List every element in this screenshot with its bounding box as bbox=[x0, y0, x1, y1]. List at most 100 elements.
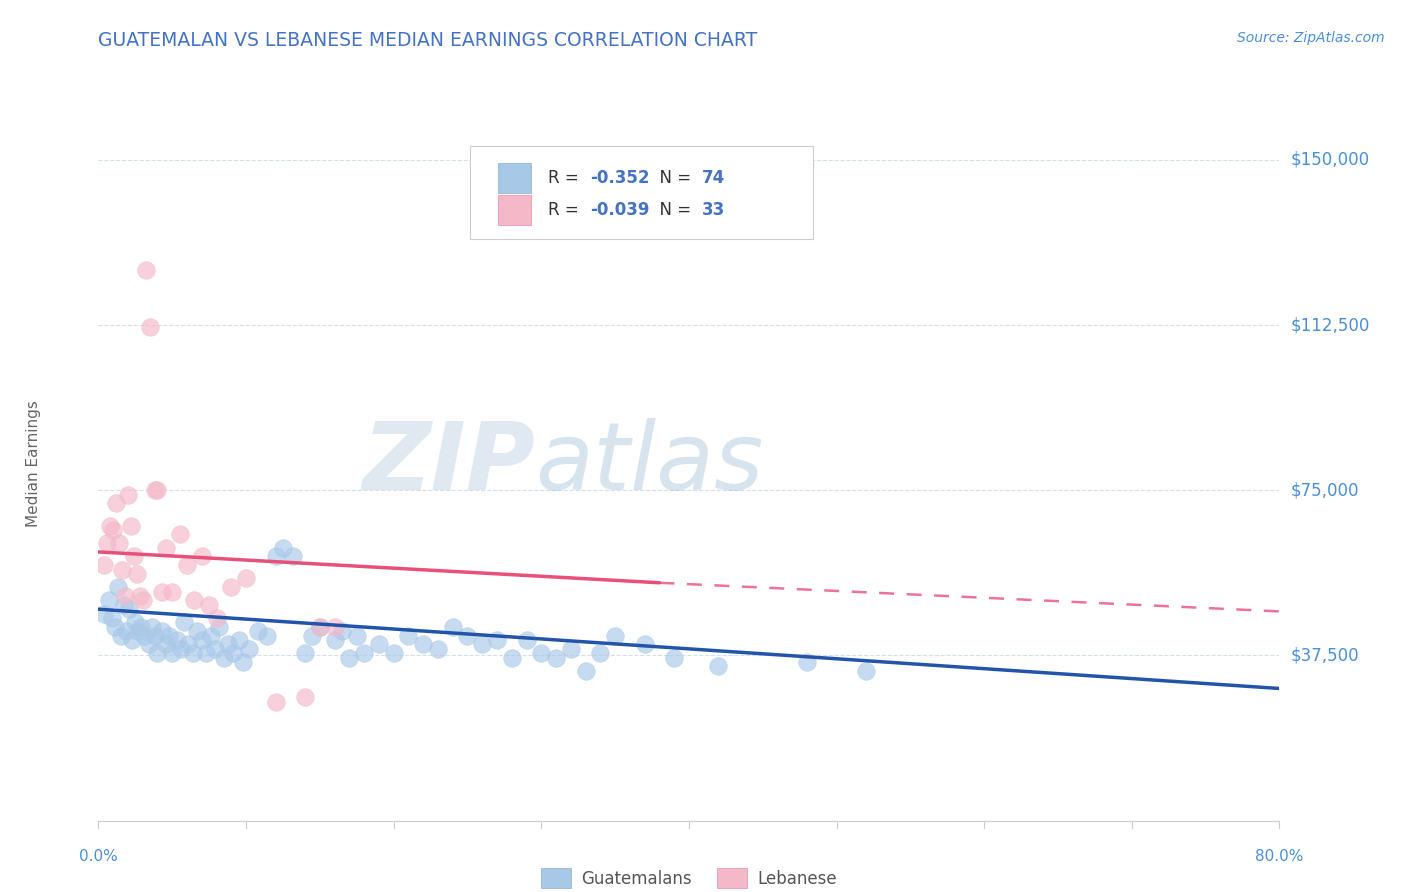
Point bbox=[122, 549, 145, 564]
Point bbox=[191, 549, 214, 564]
Point bbox=[515, 633, 537, 648]
Point bbox=[232, 655, 254, 669]
FancyBboxPatch shape bbox=[471, 146, 813, 239]
FancyBboxPatch shape bbox=[498, 194, 530, 225]
Text: $37,500: $37,500 bbox=[1291, 647, 1360, 665]
Point bbox=[128, 589, 150, 603]
Point bbox=[155, 637, 177, 651]
Legend: Guatemalans, Lebanese: Guatemalans, Lebanese bbox=[534, 862, 844, 892]
Text: ZIP: ZIP bbox=[363, 417, 536, 510]
Point bbox=[150, 624, 173, 639]
Point bbox=[294, 646, 316, 660]
Point bbox=[129, 620, 152, 634]
Point bbox=[368, 637, 391, 651]
Point bbox=[501, 650, 523, 665]
Text: 80.0%: 80.0% bbox=[1256, 849, 1303, 864]
Point bbox=[170, 641, 193, 656]
Text: 0.0%: 0.0% bbox=[79, 849, 118, 864]
Point bbox=[294, 690, 316, 705]
Point bbox=[112, 598, 135, 612]
Point bbox=[486, 633, 509, 648]
Point bbox=[98, 518, 121, 533]
Point bbox=[135, 263, 157, 277]
Point bbox=[108, 536, 131, 550]
Point bbox=[120, 518, 142, 533]
Point bbox=[301, 629, 323, 643]
Point bbox=[544, 650, 567, 665]
Point bbox=[166, 633, 188, 648]
Point bbox=[93, 607, 115, 621]
Point bbox=[117, 488, 139, 502]
Point bbox=[132, 593, 155, 607]
Point bbox=[309, 620, 332, 634]
Point bbox=[330, 624, 353, 639]
Point bbox=[100, 611, 122, 625]
Text: $150,000: $150,000 bbox=[1291, 151, 1369, 169]
Point bbox=[138, 637, 160, 651]
Point bbox=[574, 664, 596, 678]
Point bbox=[346, 629, 368, 643]
Text: atlas: atlas bbox=[536, 418, 763, 509]
Point bbox=[97, 593, 120, 607]
Point bbox=[146, 483, 169, 498]
Text: N =: N = bbox=[648, 169, 696, 186]
Point bbox=[238, 641, 260, 656]
Point bbox=[204, 641, 226, 656]
Point bbox=[212, 650, 235, 665]
Point bbox=[118, 602, 141, 616]
Point bbox=[560, 641, 582, 656]
Point bbox=[264, 549, 287, 564]
Point bbox=[412, 637, 434, 651]
Text: -0.039: -0.039 bbox=[589, 201, 650, 219]
Point bbox=[115, 624, 138, 639]
Text: 33: 33 bbox=[702, 201, 725, 219]
Point bbox=[664, 650, 686, 665]
Point bbox=[707, 659, 730, 673]
Point bbox=[337, 650, 360, 665]
Point bbox=[134, 629, 156, 643]
Point bbox=[181, 646, 204, 660]
Point bbox=[323, 633, 346, 648]
Point bbox=[155, 541, 177, 555]
Point bbox=[143, 483, 166, 498]
Point bbox=[589, 646, 612, 660]
Text: R =: R = bbox=[548, 201, 585, 219]
Text: -0.352: -0.352 bbox=[589, 169, 650, 186]
Text: N =: N = bbox=[648, 201, 696, 219]
Point bbox=[176, 558, 198, 573]
Point bbox=[605, 629, 627, 643]
Point bbox=[191, 633, 214, 648]
Point bbox=[283, 549, 305, 564]
Point bbox=[235, 571, 257, 585]
Point bbox=[157, 629, 180, 643]
Point bbox=[110, 629, 132, 643]
Point bbox=[150, 584, 173, 599]
Point bbox=[633, 637, 655, 651]
Point bbox=[121, 633, 143, 648]
Point bbox=[441, 620, 464, 634]
Point bbox=[217, 637, 239, 651]
Point bbox=[205, 611, 228, 625]
Point bbox=[323, 620, 346, 634]
Point bbox=[219, 580, 242, 594]
FancyBboxPatch shape bbox=[498, 162, 530, 193]
Point bbox=[111, 563, 134, 577]
Point bbox=[228, 633, 250, 648]
Point bbox=[104, 620, 127, 634]
Point bbox=[162, 584, 183, 599]
Text: R =: R = bbox=[548, 169, 585, 186]
Point bbox=[471, 637, 494, 651]
Text: Source: ZipAtlas.com: Source: ZipAtlas.com bbox=[1237, 31, 1385, 45]
Point bbox=[855, 664, 877, 678]
Point bbox=[796, 655, 818, 669]
Text: GUATEMALAN VS LEBANESE MEDIAN EARNINGS CORRELATION CHART: GUATEMALAN VS LEBANESE MEDIAN EARNINGS C… bbox=[98, 31, 758, 50]
Text: $75,000: $75,000 bbox=[1291, 482, 1360, 500]
Point bbox=[427, 641, 450, 656]
Point bbox=[139, 320, 162, 334]
Point bbox=[124, 615, 146, 630]
Point bbox=[146, 646, 169, 660]
Point bbox=[456, 629, 478, 643]
Point bbox=[264, 695, 287, 709]
Point bbox=[530, 646, 553, 660]
Point bbox=[208, 620, 231, 634]
